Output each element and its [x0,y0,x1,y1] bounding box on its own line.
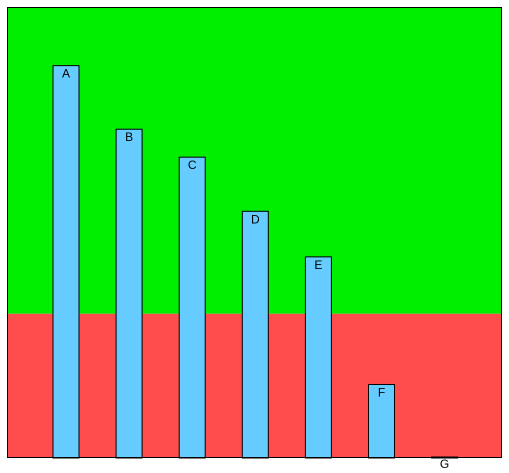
bar-label-d: D [251,212,260,226]
plot-frame [7,7,502,458]
bar-series: A B C D E F G [52,65,459,471]
bar-d [241,210,269,459]
bar-b [115,128,143,459]
bar-c [178,156,206,459]
bar-label-f: F [378,385,385,399]
bar-label-g: G [440,457,449,471]
bar-a [52,65,80,459]
bar-label-b: B [125,130,133,144]
bar-label-a: A [62,67,70,81]
bar-label-e: E [314,258,322,272]
bar-label-c: C [188,158,197,172]
bar-e [304,256,332,459]
